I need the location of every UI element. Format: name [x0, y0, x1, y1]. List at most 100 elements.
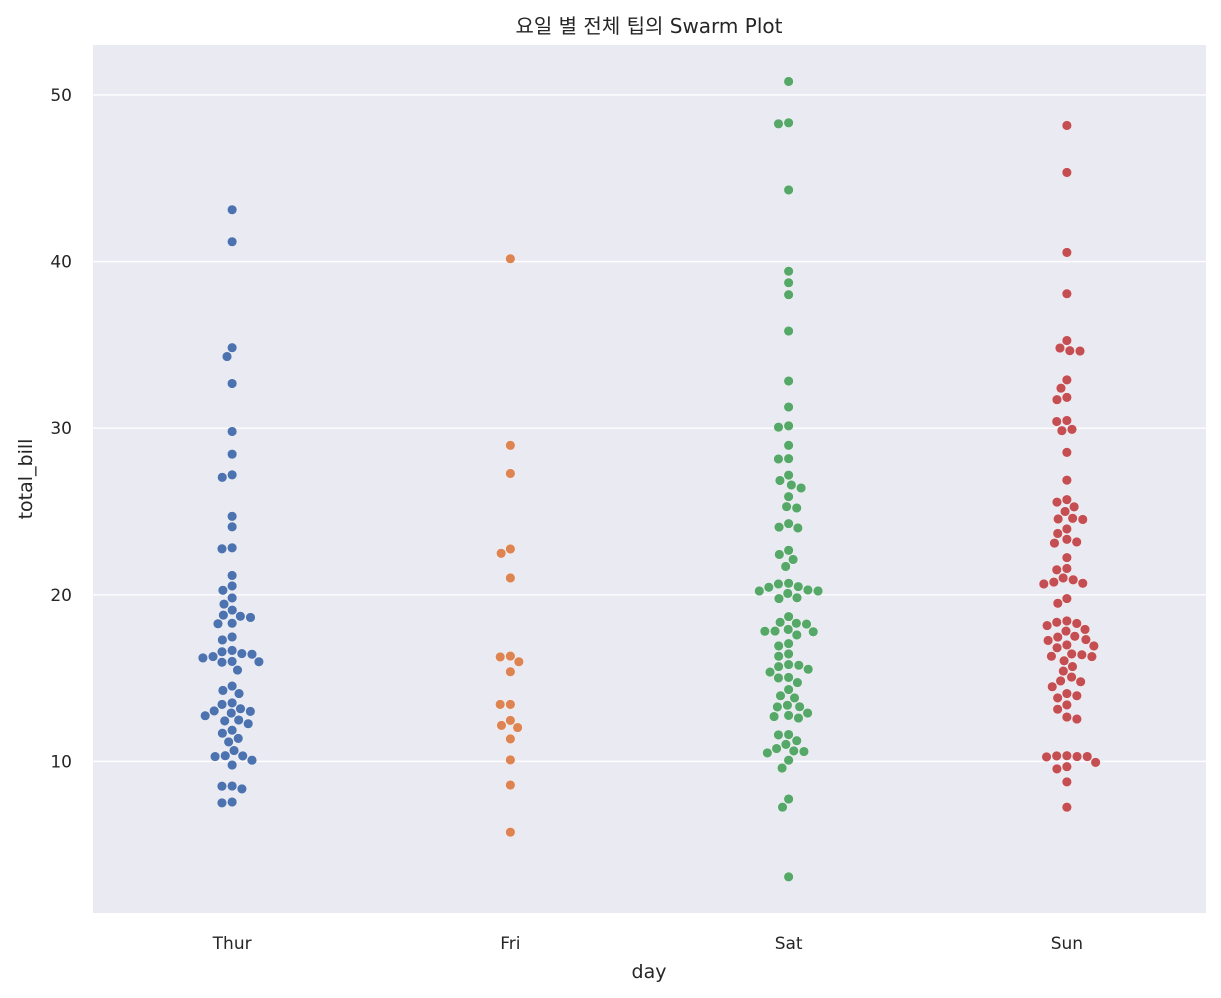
point-thur-44 — [226, 708, 237, 719]
point-sun-24 — [1077, 514, 1088, 525]
point-thur-10 — [227, 521, 238, 532]
point-sun-17 — [1061, 475, 1072, 486]
point-thur-57 — [246, 755, 257, 766]
y-tick-label-30: 30 — [50, 419, 72, 439]
point-sun-41 — [1051, 617, 1062, 628]
point-thur-12 — [216, 543, 227, 554]
point-sat-46 — [808, 626, 819, 637]
point-sun-51 — [1088, 640, 1099, 651]
point-sun-28 — [1071, 536, 1082, 547]
point-sun-35 — [1048, 577, 1059, 588]
point-sun-7 — [1074, 346, 1085, 357]
point-sun-64 — [1061, 688, 1072, 699]
point-sun-11 — [1051, 394, 1062, 405]
point-sat-65 — [772, 701, 783, 712]
point-thur-16 — [227, 592, 238, 603]
point-sat-38 — [773, 593, 784, 604]
point-sun-27 — [1061, 534, 1072, 545]
point-sat-8 — [783, 376, 794, 387]
point-sat-50 — [783, 648, 794, 659]
point-sat-72 — [791, 735, 802, 746]
point-sun-0 — [1061, 120, 1072, 131]
point-thur-8 — [217, 472, 228, 483]
point-sat-67 — [783, 710, 794, 721]
point-sun-34 — [1068, 574, 1079, 585]
point-thur-59 — [227, 781, 238, 792]
point-sat-10 — [783, 420, 794, 431]
point-thur-5 — [227, 426, 238, 437]
point-sun-1 — [1061, 167, 1072, 178]
point-sun-39 — [1052, 598, 1063, 609]
point-sat-4 — [783, 266, 794, 277]
y-tick-label-50: 50 — [50, 86, 72, 106]
point-sun-79 — [1061, 776, 1072, 787]
point-fri-1 — [505, 440, 516, 451]
point-thur-32 — [227, 656, 238, 667]
point-sat-45 — [759, 626, 770, 637]
point-sun-65 — [1071, 690, 1082, 701]
point-sun-78 — [1051, 763, 1062, 774]
point-sat-12 — [783, 440, 794, 451]
y-tick-label-20: 20 — [50, 586, 72, 606]
gridlines — [93, 94, 1206, 763]
point-sun-63 — [1047, 681, 1058, 692]
point-sat-1 — [783, 117, 794, 128]
y-tick-label-40: 40 — [50, 253, 72, 273]
point-thur-28 — [236, 648, 247, 659]
point-thur-54 — [220, 750, 231, 761]
point-sat-9 — [783, 402, 794, 413]
point-sat-37 — [791, 592, 802, 603]
point-sat-79 — [777, 763, 788, 774]
point-sun-58 — [1067, 661, 1078, 672]
point-sun-68 — [1052, 704, 1063, 715]
point-sat-40 — [775, 617, 786, 628]
point-sun-18 — [1061, 494, 1072, 505]
point-sat-11 — [773, 422, 784, 433]
point-thur-49 — [227, 725, 238, 736]
point-thur-58 — [227, 760, 238, 771]
point-sun-6 — [1064, 345, 1075, 356]
point-sat-25 — [783, 545, 794, 556]
point-sun-60 — [1066, 672, 1077, 683]
point-sat-62 — [789, 692, 800, 703]
point-sun-9 — [1055, 383, 1066, 394]
point-thur-6 — [227, 449, 238, 460]
point-fri-11 — [495, 699, 506, 710]
point-sat-47 — [791, 629, 802, 640]
point-sun-21 — [1060, 506, 1071, 517]
point-sun-10 — [1061, 392, 1072, 403]
point-sat-54 — [773, 661, 784, 672]
point-sun-66 — [1052, 692, 1063, 703]
point-sun-22 — [1067, 513, 1078, 524]
point-thur-55 — [237, 750, 248, 761]
point-sat-57 — [783, 672, 794, 683]
point-sat-42 — [801, 619, 812, 630]
point-sat-75 — [788, 745, 799, 756]
point-sun-75 — [1082, 751, 1093, 762]
point-thur-37 — [217, 685, 228, 696]
point-sun-33 — [1058, 572, 1069, 583]
point-sat-78 — [783, 755, 794, 766]
point-sun-76 — [1090, 757, 1101, 768]
point-thur-11 — [227, 542, 238, 553]
point-sat-31 — [793, 581, 804, 592]
chart-title: 요일 별 전체 팁의 Swarm Plot — [516, 14, 783, 38]
point-fri-17 — [505, 780, 516, 791]
point-sun-40 — [1061, 615, 1072, 626]
point-thur-30 — [208, 651, 219, 662]
y-tick-labels: 10 20 30 40 50 — [50, 86, 72, 772]
point-sat-2 — [773, 118, 784, 129]
point-sat-61 — [775, 690, 786, 701]
point-thur-24 — [227, 631, 238, 642]
point-fri-13 — [496, 720, 507, 731]
point-sun-42 — [1071, 618, 1082, 629]
point-thur-34 — [216, 657, 227, 668]
point-thur-38 — [234, 688, 245, 699]
point-thur-25 — [217, 634, 228, 645]
point-thur-14 — [227, 580, 238, 591]
point-sat-71 — [773, 729, 784, 740]
point-sat-35 — [813, 585, 824, 596]
point-sat-6 — [783, 289, 794, 300]
point-fri-18 — [505, 827, 516, 838]
